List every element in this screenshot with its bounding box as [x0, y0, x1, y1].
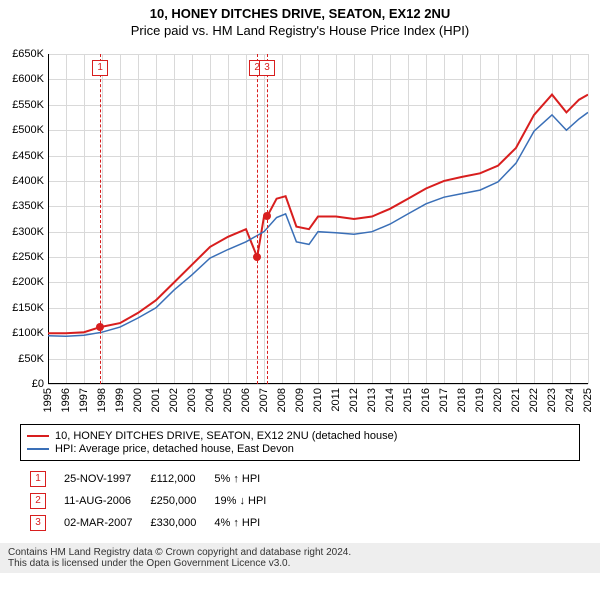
xtick-label: 2008	[276, 388, 288, 412]
xtick-label: 1997	[78, 388, 90, 412]
xtick-label: 2002	[168, 388, 180, 412]
xtick-label: 2006	[240, 388, 252, 412]
event-delta: 4% ↑ HPI	[206, 513, 274, 533]
ytick-label: £250K	[12, 251, 44, 263]
grid-x	[588, 54, 589, 384]
ytick-label: £200K	[12, 276, 44, 288]
ytick-label: £500K	[12, 124, 44, 136]
event-number-box: 3	[30, 515, 46, 531]
event-marker-box: 3	[259, 60, 275, 76]
legend-swatch	[27, 435, 49, 437]
legend-label: HPI: Average price, detached house, East…	[55, 443, 294, 455]
event-delta: 5% ↑ HPI	[206, 469, 274, 489]
series-svg	[48, 54, 588, 384]
xtick-label: 2017	[438, 388, 450, 412]
chart-subtitle: Price paid vs. HM Land Registry's House …	[0, 23, 600, 38]
xtick-label: 1998	[96, 388, 108, 412]
series-hpi	[48, 112, 588, 336]
xtick-label: 2007	[258, 388, 270, 412]
series-property	[48, 95, 588, 334]
xtick-label: 1999	[114, 388, 126, 412]
ytick-label: £600K	[12, 73, 44, 85]
xtick-label: 2012	[348, 388, 360, 412]
xtick-label: 2013	[366, 388, 378, 412]
event-number-box: 2	[30, 493, 46, 509]
chart-title: 10, HONEY DITCHES DRIVE, SEATON, EX12 2N…	[0, 6, 600, 21]
event-delta: 19% ↓ HPI	[206, 491, 274, 511]
xtick-label: 2019	[474, 388, 486, 412]
ytick-label: £650K	[12, 48, 44, 60]
chart-container: 10, HONEY DITCHES DRIVE, SEATON, EX12 2N…	[0, 6, 600, 596]
table-row: 2 11-AUG-2006£250,00019% ↓ HPI	[22, 491, 274, 511]
xtick-label: 2001	[150, 388, 162, 412]
xtick-label: 2021	[510, 388, 522, 412]
ytick-label: £400K	[12, 175, 44, 187]
event-vline	[257, 54, 258, 384]
ytick-label: £150K	[12, 302, 44, 314]
xtick-label: 2022	[528, 388, 540, 412]
legend-item: HPI: Average price, detached house, East…	[27, 443, 573, 455]
event-vline	[100, 54, 101, 384]
legend: 10, HONEY DITCHES DRIVE, SEATON, EX12 2N…	[20, 424, 580, 461]
attribution: Contains HM Land Registry data © Crown c…	[0, 543, 600, 573]
xtick-label: 2024	[564, 388, 576, 412]
xtick-label: 2009	[294, 388, 306, 412]
xtick-label: 2004	[204, 388, 216, 412]
event-date: 02-MAR-2007	[56, 513, 140, 533]
event-date: 25-NOV-1997	[56, 469, 140, 489]
xtick-label: 2005	[222, 388, 234, 412]
event-price: £250,000	[142, 491, 204, 511]
xtick-label: 2000	[132, 388, 144, 412]
legend-label: 10, HONEY DITCHES DRIVE, SEATON, EX12 2N…	[55, 430, 397, 442]
ytick-label: £550K	[12, 99, 44, 111]
xtick-label: 1996	[60, 388, 72, 412]
event-dot	[263, 212, 271, 220]
ytick-label: £350K	[12, 200, 44, 212]
ytick-label: £100K	[12, 327, 44, 339]
ytick-label: £50K	[18, 353, 44, 365]
xtick-label: 2023	[546, 388, 558, 412]
xtick-label: 2010	[312, 388, 324, 412]
event-date: 11-AUG-2006	[56, 491, 140, 511]
attribution-line2: This data is licensed under the Open Gov…	[8, 558, 592, 569]
xtick-label: 2020	[492, 388, 504, 412]
xtick-label: 2018	[456, 388, 468, 412]
ytick-label: £450K	[12, 150, 44, 162]
xtick-label: 1995	[42, 388, 54, 412]
attribution-line1: Contains HM Land Registry data © Crown c…	[8, 547, 592, 558]
plot-area: £0£50K£100K£150K£200K£250K£300K£350K£400…	[48, 54, 588, 384]
event-dot	[253, 253, 261, 261]
legend-item: 10, HONEY DITCHES DRIVE, SEATON, EX12 2N…	[27, 430, 573, 442]
event-price: £330,000	[142, 513, 204, 533]
table-row: 3 02-MAR-2007£330,0004% ↑ HPI	[22, 513, 274, 533]
legend-swatch	[27, 448, 49, 450]
xtick-label: 2014	[384, 388, 396, 412]
event-price: £112,000	[142, 469, 204, 489]
xtick-label: 2011	[330, 388, 342, 412]
events-table: 1 25-NOV-1997£112,0005% ↑ HPI 2 11-AUG-2006…	[20, 467, 276, 535]
xtick-label: 2016	[420, 388, 432, 412]
ytick-label: £300K	[12, 226, 44, 238]
xtick-label: 2003	[186, 388, 198, 412]
event-dot	[96, 323, 104, 331]
xtick-label: 2025	[582, 388, 594, 412]
xtick-label: 2015	[402, 388, 414, 412]
table-row: 1 25-NOV-1997£112,0005% ↑ HPI	[22, 469, 274, 489]
event-number-box: 1	[30, 471, 46, 487]
below-chart: 10, HONEY DITCHES DRIVE, SEATON, EX12 2N…	[0, 424, 600, 573]
grid-y	[48, 384, 588, 385]
event-marker-box: 1	[92, 60, 108, 76]
